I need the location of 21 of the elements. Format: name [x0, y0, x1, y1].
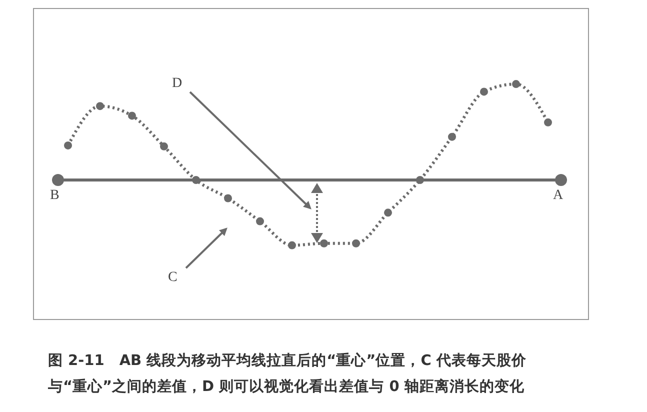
point [448, 132, 456, 141]
point [320, 239, 328, 248]
point [544, 118, 552, 126]
point [96, 102, 104, 110]
point [160, 142, 168, 150]
annotation: B [50, 188, 60, 204]
point [128, 112, 136, 120]
caption: 图 2-11 AB 线段为移动平均线拉直后的“重心”位置，C 代表每天股价与“重心”之间的差值，D 则可以视觉化看出差值与 0 轴距离消长的变化 [48, 351, 528, 397]
point [416, 176, 424, 184]
point [480, 88, 488, 96]
text: C [168, 270, 178, 286]
point [224, 194, 232, 202]
point [384, 208, 392, 217]
point [512, 80, 520, 88]
annotation: A [553, 188, 564, 204]
point [352, 239, 360, 248]
annotation: D [172, 76, 182, 92]
point [64, 141, 72, 150]
point [288, 241, 296, 250]
point [256, 217, 264, 226]
point [192, 176, 200, 184]
